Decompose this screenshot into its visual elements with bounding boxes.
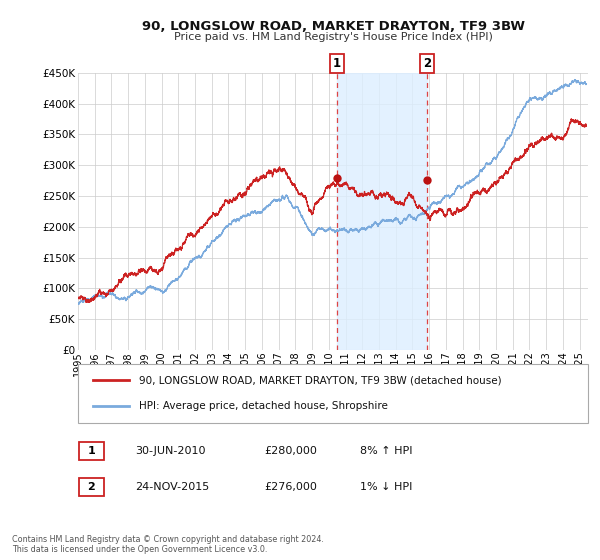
- Bar: [337, 73, 427, 350]
- Text: Contains HM Land Registry data © Crown copyright and database right 2024.
This d: Contains HM Land Registry data © Crown c…: [12, 535, 324, 554]
- Text: 1: 1: [88, 446, 95, 456]
- Text: 1: 1: [333, 57, 341, 70]
- Text: Price paid vs. HM Land Registry's House Price Index (HPI): Price paid vs. HM Land Registry's House …: [173, 32, 493, 42]
- Text: 90, LONGSLOW ROAD, MARKET DRAYTON, TF9 3BW: 90, LONGSLOW ROAD, MARKET DRAYTON, TF9 3…: [142, 20, 524, 32]
- Text: 8% ↑ HPI: 8% ↑ HPI: [360, 446, 413, 456]
- Text: £280,000: £280,000: [264, 446, 317, 456]
- Text: 30-JUN-2010: 30-JUN-2010: [135, 446, 205, 456]
- Text: HPI: Average price, detached house, Shropshire: HPI: Average price, detached house, Shro…: [139, 402, 388, 412]
- FancyBboxPatch shape: [79, 478, 104, 496]
- FancyBboxPatch shape: [78, 364, 588, 423]
- FancyBboxPatch shape: [79, 442, 104, 460]
- Text: 24-NOV-2015: 24-NOV-2015: [135, 482, 209, 492]
- Text: 2: 2: [424, 57, 431, 70]
- Text: £276,000: £276,000: [264, 482, 317, 492]
- Text: 1% ↓ HPI: 1% ↓ HPI: [360, 482, 412, 492]
- Text: 90, LONGSLOW ROAD, MARKET DRAYTON, TF9 3BW (detached house): 90, LONGSLOW ROAD, MARKET DRAYTON, TF9 3…: [139, 375, 502, 385]
- Text: 2: 2: [88, 482, 95, 492]
